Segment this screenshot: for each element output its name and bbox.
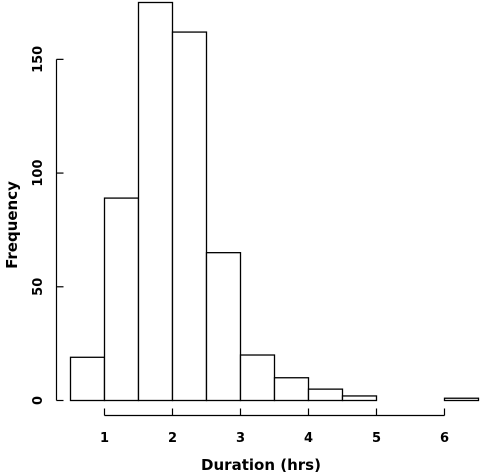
y-tick-label: 0 (31, 396, 46, 405)
histogram-bars (69, 1, 480, 402)
y-tick-label: 100 (31, 160, 46, 187)
y-axis-title: Frequency (3, 181, 21, 269)
y-tick-label: 50 (31, 278, 46, 296)
histogram-bar (171, 31, 208, 402)
histogram-bar (307, 388, 344, 402)
x-tick-label: 6 (440, 431, 449, 446)
x-tick-label: 2 (168, 431, 177, 446)
histogram-bar (341, 395, 378, 402)
x-tick-label: 4 (304, 431, 313, 446)
histogram-bar (137, 1, 174, 402)
y-tick-label: 150 (31, 46, 46, 73)
histogram-bar (239, 354, 276, 402)
histogram-bar (273, 377, 310, 402)
histogram-bar (103, 197, 140, 402)
x-tick-label: 1 (100, 431, 109, 446)
x-tick-label: 5 (372, 431, 381, 446)
x-axis-title: Duration (hrs) (201, 456, 321, 474)
x-tick-label: 3 (236, 431, 245, 446)
histogram-bar (443, 397, 480, 402)
y-axis: 0 50 100 150 (31, 46, 64, 405)
histogram-bar (205, 252, 242, 402)
x-axis: 1 2 3 4 5 6 (100, 408, 449, 446)
histogram-bar (69, 356, 106, 402)
